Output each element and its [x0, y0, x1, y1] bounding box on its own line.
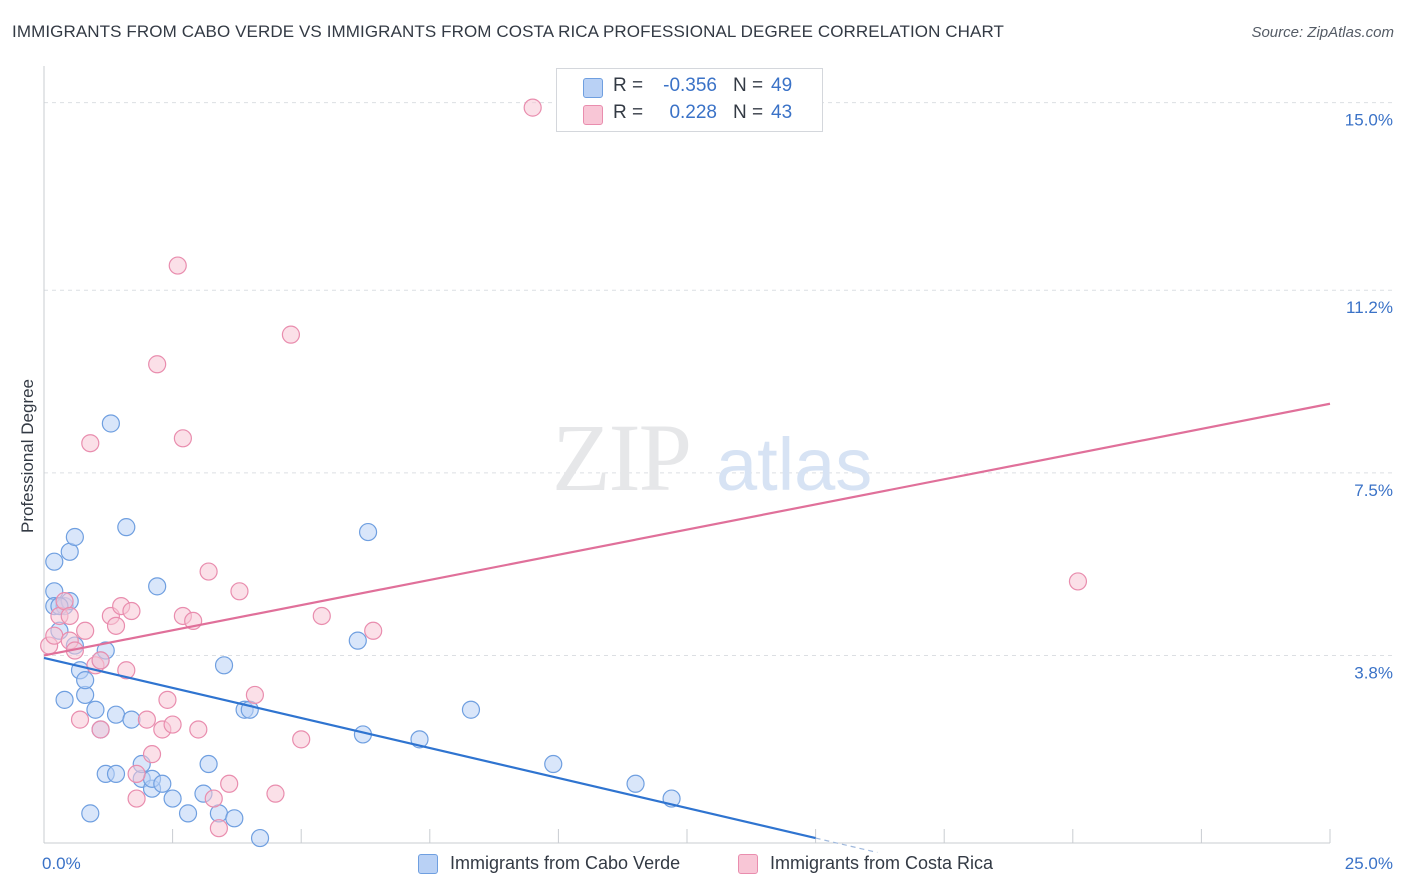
y-tick-label: 3.8% — [1354, 663, 1393, 682]
costa-rica-point — [70, 710, 90, 729]
correlation-legend: R = -0.356 N = 49 R = 0.228 N = 43 — [556, 68, 823, 132]
cabo-verde-point — [86, 700, 105, 719]
cabo-verde-point — [626, 774, 645, 793]
cabo-verde-point — [55, 690, 74, 709]
bottom-legend-label: Immigrants from Costa Rica — [770, 853, 994, 873]
cabo-verde-point — [76, 671, 95, 690]
legend-row-cabo-verde: R = -0.356 N = 49 — [557, 73, 822, 101]
costa-rica-point — [117, 661, 136, 680]
cabo-verde-point — [214, 656, 234, 675]
chart-source: Source: ZipAtlas.com — [1251, 24, 1394, 41]
cabo-verde-point — [163, 789, 182, 808]
costa-rica-point — [60, 606, 79, 626]
bottom-legend-cabo-verde: Immigrants from Cabo Verde — [418, 852, 718, 876]
cabo-verde-trendline-extension — [815, 837, 878, 854]
trend-layer — [43, 402, 1331, 854]
x-tick-label: 25.0% — [1345, 854, 1393, 873]
costa-rica-point — [245, 685, 265, 705]
legend-swatch-blue — [583, 78, 603, 98]
costa-rica-point — [168, 256, 187, 275]
costa-rica-point — [209, 819, 228, 838]
costa-rica-point — [292, 730, 311, 749]
cabo-verde-point — [106, 764, 126, 784]
cabo-verde-point — [65, 527, 84, 547]
costa-rica-point — [137, 710, 156, 729]
bottom-legend-swatch-pink — [738, 854, 758, 874]
cabo-verde-point — [199, 754, 218, 774]
costa-rica-point — [523, 98, 542, 117]
costa-rica-point — [163, 715, 182, 734]
costa-rica-point — [148, 355, 167, 374]
costa-rica-point — [91, 651, 110, 670]
cabo-verde-point — [178, 804, 198, 823]
legend-n-label: N = — [733, 102, 764, 123]
costa-rica-point — [230, 582, 249, 601]
costa-rica-point — [189, 720, 208, 739]
costa-rica-point — [220, 774, 239, 793]
cabo-verde-point — [81, 804, 100, 823]
costa-rica-point — [142, 745, 162, 764]
cabo-verde-point — [250, 828, 270, 848]
legend-n-label: N = — [733, 75, 764, 96]
costa-rica-point — [204, 789, 223, 808]
costa-rica-point — [91, 720, 110, 739]
legend-r-label: R = — [613, 102, 644, 123]
cabo-verde-point — [225, 809, 244, 828]
cabo-verde-point — [45, 552, 64, 571]
x-tick-label: 0.0% — [42, 854, 81, 873]
costa-rica-point — [76, 621, 95, 640]
costa-rica-point — [127, 789, 146, 808]
tick-labels: 3.8% 7.5% 11.2% 15.0% 0.0% 25.0% — [42, 111, 1393, 873]
grid-layer — [44, 102, 1392, 656]
bottom-legend-swatch-blue — [418, 854, 438, 874]
costa-rica-point — [173, 429, 192, 448]
legend-n-value: 49 — [771, 75, 793, 96]
legend-r-value: -0.356 — [663, 75, 717, 96]
cabo-verde-trendline — [43, 656, 816, 840]
cabo-verde-point — [101, 414, 120, 433]
watermark-zip: ZIP — [552, 404, 690, 511]
cabo-verde-point — [122, 710, 141, 729]
costa-rica-point — [81, 434, 100, 453]
costa-rica-point — [45, 626, 64, 645]
costa-rica-point — [127, 764, 146, 784]
chart-title: IMMIGRANTS FROM CABO VERDE VS IMMIGRANTS… — [12, 22, 1005, 41]
cabo-verde-point — [148, 577, 167, 596]
costa-rica-point — [1068, 572, 1088, 591]
costa-rica-point — [312, 606, 331, 626]
cabo-verde-point — [106, 705, 126, 724]
costa-rica-trendline — [43, 402, 1331, 657]
legend-r-label: R = — [613, 75, 644, 96]
costa-rica-point — [122, 601, 141, 621]
cabo-verde-point — [544, 754, 563, 774]
legend-row-costa-rica: R = 0.228 N = 43 — [557, 100, 822, 128]
y-tick-label: 15.0% — [1345, 111, 1393, 130]
y-tick-label: 7.5% — [1354, 481, 1393, 500]
y-axis-label: Professional Degree — [18, 378, 37, 534]
cabo-verde-point — [358, 522, 378, 542]
costa-rica-point — [364, 621, 383, 640]
y-tick-label: 11.2% — [1346, 298, 1393, 317]
legend-swatch-pink — [583, 105, 603, 125]
costa-rica-point — [266, 784, 285, 803]
watermark-atlas: atlas — [716, 423, 872, 506]
costa-rica-point — [158, 690, 177, 709]
bottom-legend-costa-rica: Immigrants from Costa Rica — [738, 852, 1038, 876]
legend-n-value: 43 — [771, 102, 793, 123]
bottom-legend-label: Immigrants from Cabo Verde — [450, 853, 681, 873]
watermark: ZIP atlas — [552, 404, 872, 511]
costa-rica-point — [281, 325, 301, 344]
costa-rica-point — [106, 616, 126, 635]
cabo-verde-point — [153, 774, 172, 793]
cabo-verde-point — [348, 631, 367, 650]
costa-rica-point — [199, 562, 218, 581]
cabo-verde-point — [461, 700, 481, 719]
cabo-verde-point — [117, 518, 136, 537]
legend-r-value: 0.228 — [669, 102, 717, 123]
